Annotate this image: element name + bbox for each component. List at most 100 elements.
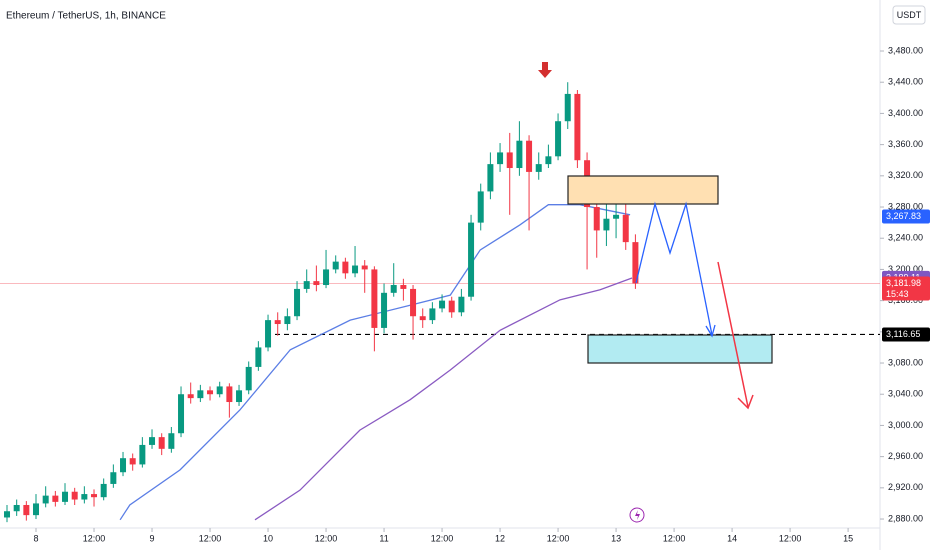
candle-body bbox=[197, 390, 204, 399]
y-tick-label: 3,080.00 bbox=[888, 357, 923, 367]
currency-box[interactable] bbox=[892, 5, 926, 25]
price-tag-label: 3,116.65 bbox=[886, 329, 920, 339]
y-tick-label: 3,200.00 bbox=[888, 264, 923, 274]
y-tick-label: 2,880.00 bbox=[888, 513, 923, 523]
countdown: 15:43 bbox=[886, 289, 909, 299]
candle-body bbox=[555, 121, 562, 157]
candle-body bbox=[468, 222, 475, 297]
candle-body bbox=[400, 285, 407, 289]
candle-body bbox=[52, 495, 59, 502]
candle-body bbox=[129, 458, 136, 465]
y-tick-label: 3,000.00 bbox=[888, 420, 923, 430]
candle-body bbox=[613, 214, 620, 219]
candle-body bbox=[149, 437, 156, 445]
candle-body bbox=[265, 320, 272, 348]
candle-body bbox=[62, 491, 69, 502]
candle-body bbox=[477, 191, 484, 223]
price-tag-label: 3,267.83 bbox=[886, 211, 921, 221]
y-tick-label: 3,440.00 bbox=[888, 77, 923, 87]
x-tick-label: 9 bbox=[150, 533, 155, 543]
candle-body bbox=[332, 261, 339, 270]
candle-body bbox=[535, 164, 542, 172]
candle-body bbox=[545, 156, 552, 165]
candle-body bbox=[284, 316, 291, 325]
y-tick-label: 3,280.00 bbox=[888, 201, 923, 211]
candle-body bbox=[100, 483, 107, 498]
x-tick-label: 15 bbox=[843, 533, 853, 543]
candle-body bbox=[274, 320, 281, 325]
candle-body bbox=[448, 300, 455, 313]
candle-body bbox=[187, 394, 194, 399]
candle-body bbox=[410, 288, 417, 317]
candle-body bbox=[13, 504, 20, 512]
candle-body bbox=[139, 444, 146, 465]
candle-body bbox=[390, 285, 397, 293]
x-tick-label: 12 bbox=[495, 533, 505, 543]
projection-path bbox=[635, 201, 713, 336]
candle-body bbox=[236, 390, 243, 403]
price-tag bbox=[882, 276, 930, 301]
x-tick-label: 11 bbox=[379, 533, 388, 543]
candle-body bbox=[516, 140, 523, 169]
x-tick-label: 10 bbox=[263, 533, 273, 543]
candle-body bbox=[342, 261, 349, 274]
candle-body bbox=[564, 93, 571, 122]
candle-body bbox=[23, 504, 30, 516]
candle-body bbox=[158, 437, 165, 449]
price-tag-label: 3,181.98 bbox=[886, 278, 921, 288]
x-tick-label: 13 bbox=[611, 533, 621, 543]
candle-body bbox=[216, 386, 223, 395]
candle-body bbox=[33, 503, 40, 516]
candle-body bbox=[603, 218, 610, 231]
x-tick-label: 8 bbox=[34, 533, 39, 543]
candle-body bbox=[178, 394, 185, 434]
candle-body bbox=[361, 265, 368, 270]
candle-body bbox=[487, 164, 494, 192]
candle-body bbox=[506, 152, 513, 169]
target-zone bbox=[587, 334, 773, 364]
top-marker bbox=[538, 62, 552, 78]
y-tick-label: 3,240.00 bbox=[888, 233, 923, 243]
candle-body bbox=[255, 347, 262, 367]
arrow-head bbox=[737, 394, 754, 410]
candle-body bbox=[91, 494, 98, 498]
candle-body bbox=[323, 269, 330, 286]
y-tick-label: 3,480.00 bbox=[888, 45, 923, 55]
candle-body bbox=[593, 207, 600, 231]
x-tick-label: 12:00 bbox=[315, 533, 338, 543]
candle-body bbox=[303, 281, 310, 289]
y-tick-label: 2,960.00 bbox=[888, 451, 923, 461]
candle-body bbox=[419, 316, 426, 321]
candle-body bbox=[4, 511, 11, 518]
candle-body bbox=[574, 93, 581, 161]
candle-body bbox=[429, 308, 436, 321]
x-tick-label: 12:00 bbox=[779, 533, 802, 543]
candle-body bbox=[632, 242, 639, 284]
y-tick-label: 2,920.00 bbox=[888, 482, 923, 492]
candle-body bbox=[81, 494, 88, 500]
candle-body bbox=[168, 433, 175, 449]
candle-body bbox=[71, 491, 78, 500]
candle-body bbox=[207, 390, 214, 395]
candle-body bbox=[622, 214, 629, 243]
y-tick-label: 3,360.00 bbox=[888, 139, 923, 149]
price-tag bbox=[882, 327, 930, 342]
x-tick-label: 12:00 bbox=[547, 533, 570, 543]
candle-body bbox=[120, 458, 127, 473]
candle-body bbox=[294, 288, 301, 317]
currency: USDT bbox=[897, 10, 922, 20]
x-tick-label: 12:00 bbox=[663, 533, 686, 543]
y-tick-label: 3,040.00 bbox=[888, 389, 923, 399]
bear-arrow bbox=[717, 261, 749, 408]
x-tick-label: 12:00 bbox=[83, 533, 106, 543]
candle-body bbox=[245, 366, 252, 391]
y-tick-label: 3,320.00 bbox=[888, 170, 923, 180]
x-tick-label: 12:00 bbox=[199, 533, 222, 543]
candle-body bbox=[497, 152, 504, 165]
arrow-head bbox=[705, 324, 716, 338]
x-tick-label: 14 bbox=[727, 533, 737, 543]
candle-body bbox=[110, 472, 117, 484]
moving-average bbox=[254, 277, 633, 521]
